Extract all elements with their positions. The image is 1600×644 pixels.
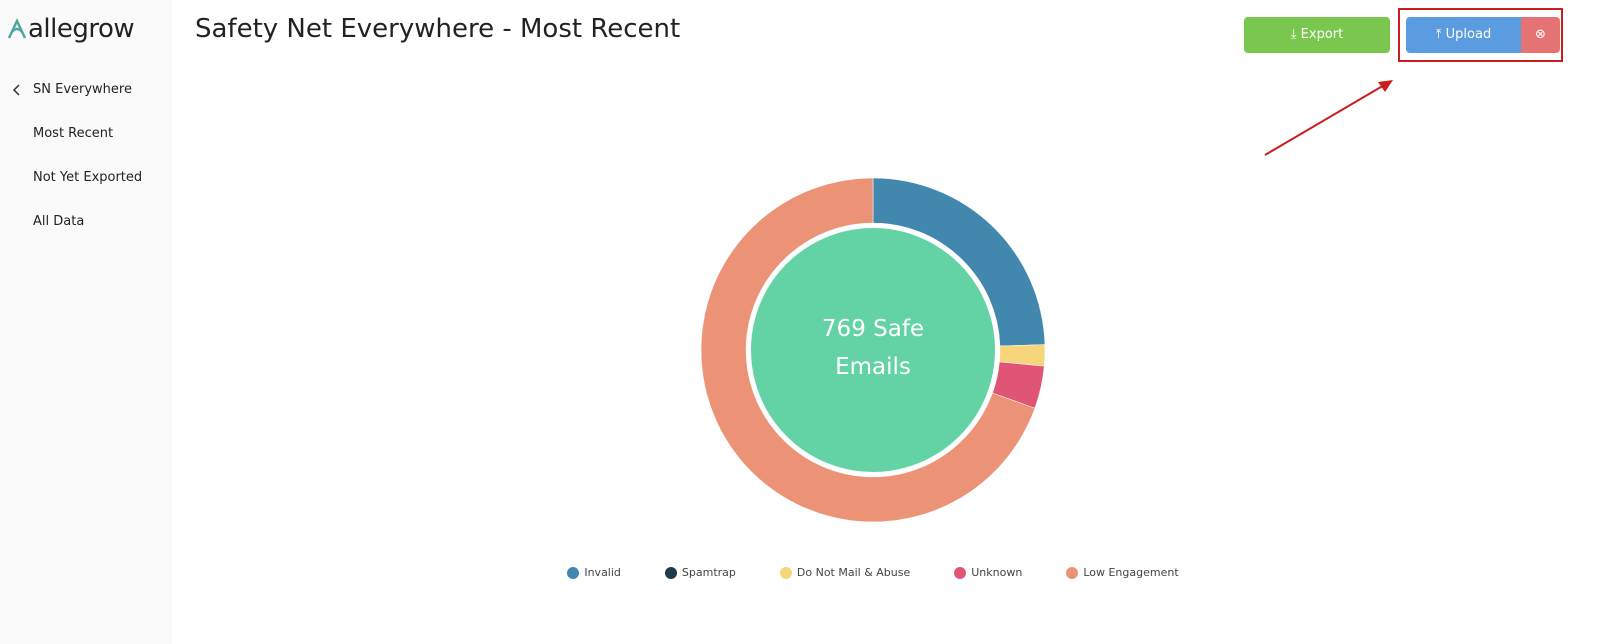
- legend: Invalid Spamtrap Do Not Mail & Abuse Unknow…: [0, 566, 1600, 579]
- export-button[interactable]: ⤓ Export: [1244, 17, 1390, 53]
- donut-segment: [700, 177, 1036, 523]
- logo: allegrow: [28, 14, 135, 44]
- page-title: Safety Net Everywhere - Most Recent: [195, 14, 681, 44]
- legend-swatch: [779, 566, 792, 579]
- donut-segment: [872, 177, 1046, 347]
- highlight-box: [1398, 8, 1563, 62]
- nav-item[interactable]: Most Recent: [33, 126, 114, 141]
- legend-item[interactable]: Invalid: [567, 566, 621, 579]
- back-icon: [12, 84, 20, 96]
- button-label: Upload: [1445, 27, 1492, 42]
- legend-swatch: [954, 566, 967, 579]
- legend-swatch: [567, 566, 580, 579]
- center-label: 769 Safe Emails: [821, 316, 925, 380]
- logo-icon: [7, 18, 27, 39]
- upload-button[interactable]: ⤒ Upload: [1406, 17, 1521, 53]
- legend-label: Low Engagement: [1083, 566, 1179, 579]
- arrow-head: [1378, 80, 1393, 92]
- legend-item[interactable]: Unknown: [954, 566, 1022, 579]
- legend-label: Invalid: [584, 566, 621, 579]
- legend-label: Do Not Mail & Abuse: [796, 566, 911, 579]
- nav-item[interactable]: Not Yet Exported: [33, 170, 143, 185]
- back-link[interactable]: SN Everywhere: [33, 82, 132, 97]
- legend-item[interactable]: Low Engagement: [1066, 566, 1179, 579]
- legend-label: Unknown: [971, 566, 1023, 579]
- arrow: [1264, 83, 1387, 156]
- legend-item[interactable]: Do Not Mail & Abuse: [779, 566, 911, 579]
- legend-swatch: [1066, 566, 1079, 579]
- legend-item[interactable]: Spamtrap: [664, 566, 736, 579]
- center-disc: [747, 224, 999, 476]
- legend-swatch: [664, 566, 677, 579]
- close-button[interactable]: ⊗: [1521, 17, 1560, 53]
- sidebar: allegrow SN Everywhere Most Recent Not Y…: [0, 0, 172, 644]
- button-label: Export: [1300, 27, 1344, 42]
- nav-item[interactable]: All Data: [33, 214, 85, 229]
- legend-label: Spamtrap: [681, 566, 736, 579]
